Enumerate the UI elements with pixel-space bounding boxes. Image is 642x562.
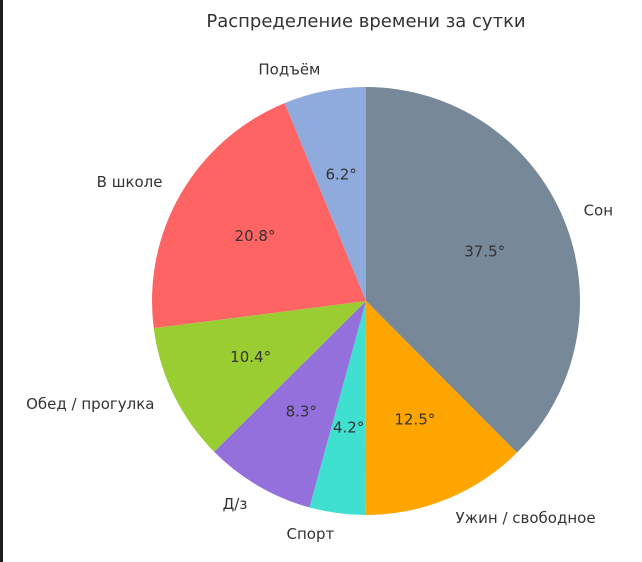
pie-slice-4 <box>214 301 366 508</box>
pie-slice-6 <box>151 103 366 329</box>
value-label-4: 8.3° <box>286 402 317 420</box>
value-label-7: 6.2° <box>325 166 356 184</box>
pie-slice-5 <box>153 301 366 452</box>
slice-label-7: Подъём <box>258 61 320 79</box>
value-label-2: 12.5° <box>394 410 435 428</box>
pie-slice-7 <box>284 87 366 301</box>
slice-label-5: Обед / прогулка <box>26 395 154 413</box>
window-edge <box>0 0 3 562</box>
value-labels: 37.5° 12.5° 4.2° 8.3° 10.4° 20.8° 6.2° <box>230 166 505 437</box>
value-label-6: 20.8° <box>235 227 276 245</box>
slice-labels: Сон Ужин / свободное Спорт Д/з Обед / прогул… <box>26 61 613 543</box>
value-label-3: 4.2° <box>333 419 364 437</box>
slice-label-2: Ужин / свободное <box>455 509 595 527</box>
pie-slice-3 <box>309 301 366 515</box>
slice-label-6: В школе <box>97 173 163 191</box>
pie-slice-2 <box>365 301 517 515</box>
pie-slice-1 <box>366 87 580 453</box>
slice-label-1: Сон <box>584 202 613 220</box>
chart-title: Распределение времени за сутки <box>206 11 525 32</box>
pie-slices <box>151 87 580 515</box>
slice-label-3: Спорт <box>287 525 335 543</box>
value-label-1: 37.5° <box>464 243 505 261</box>
slice-label-4: Д/з <box>223 495 248 513</box>
value-label-5: 10.4° <box>230 348 271 366</box>
